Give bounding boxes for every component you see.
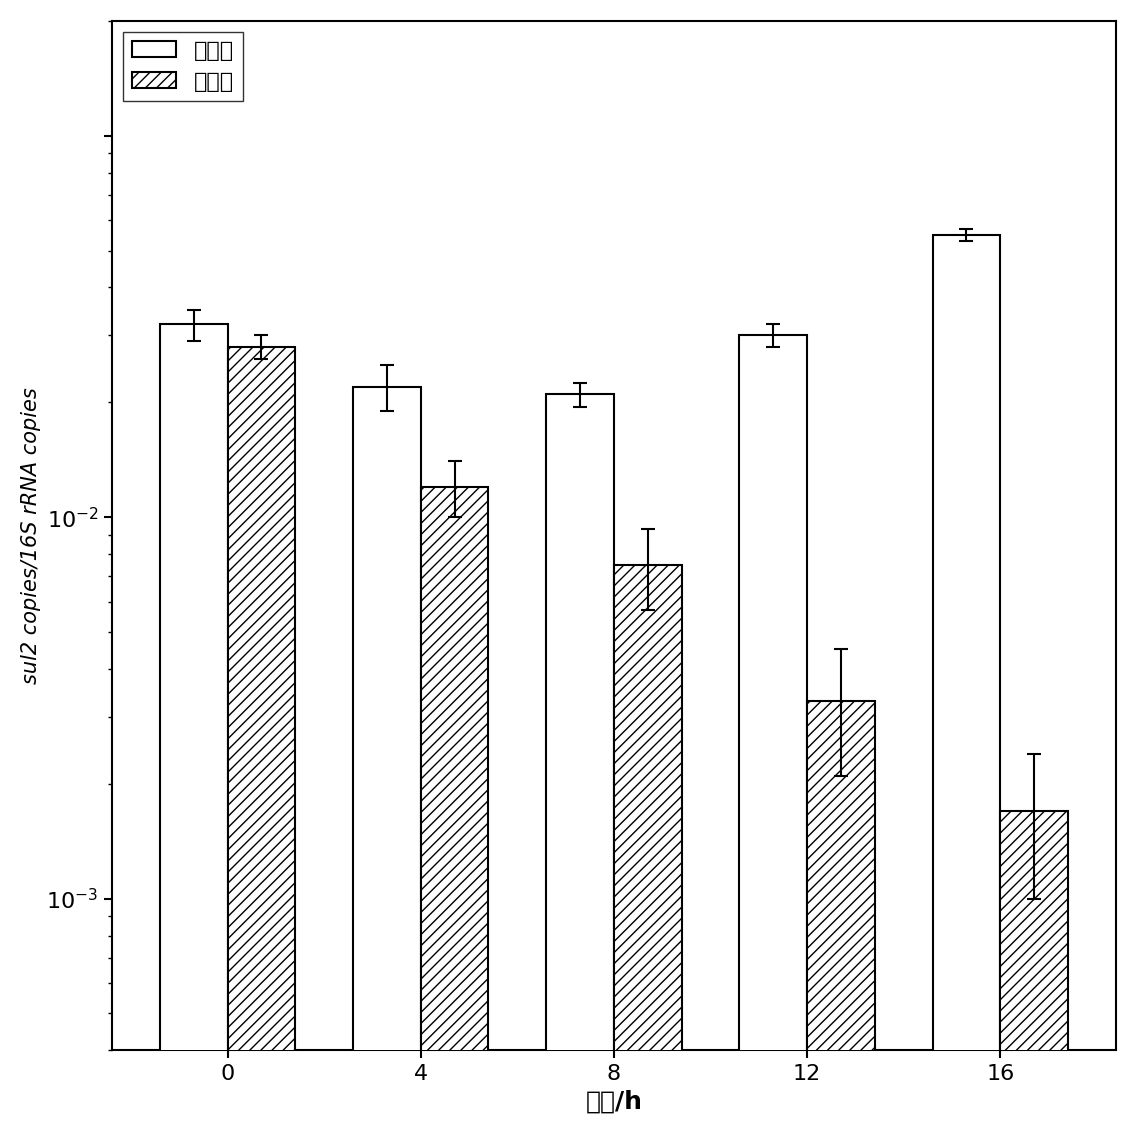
Bar	[546, 395, 614, 1134]
X-axis label: 时间/h: 时间/h	[586, 1089, 642, 1114]
Legend: 空白组, 实验组: 空白组, 实验组	[123, 32, 243, 101]
Bar	[1001, 811, 1068, 1134]
Bar	[421, 486, 489, 1134]
Bar	[614, 565, 681, 1134]
Bar	[739, 336, 807, 1134]
Bar	[227, 347, 296, 1134]
Bar	[160, 324, 227, 1134]
Y-axis label: sul2 copies/16S rRNA copies: sul2 copies/16S rRNA copies	[20, 387, 41, 684]
Bar	[932, 235, 1001, 1134]
Bar	[807, 701, 874, 1134]
Bar	[354, 387, 421, 1134]
